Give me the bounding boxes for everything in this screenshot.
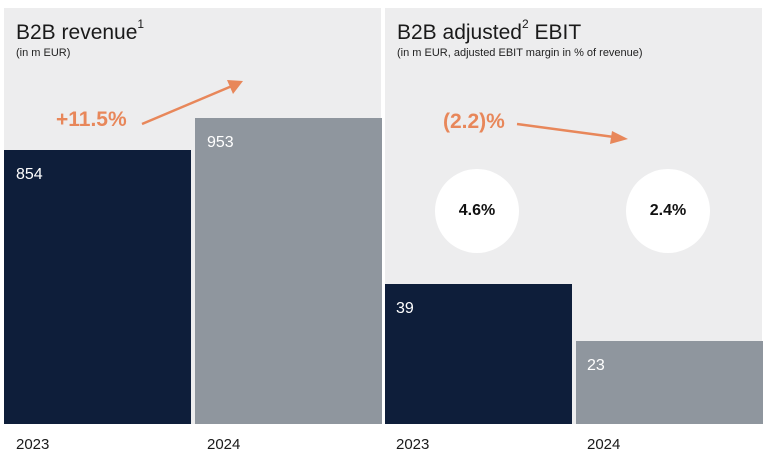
bar-revenue-2023 [4,149,191,424]
revenue-chart-title: B2B revenue1 [16,17,145,44]
data-label-ebit-2024: 23 [587,357,605,375]
bar-revenue-2024 [195,118,382,424]
data-label-revenue-2023: 854 [16,165,43,183]
bar-ebit-2023 [385,284,572,424]
x-tick-revenue-2023: 2023 [16,436,50,453]
x-tick-ebit-2023: 2023 [396,436,430,453]
revenue-title-footnote: 1 [137,17,145,31]
revenue-change-label: +11.5% [56,108,127,131]
ebit-title-footnote: 2 [521,17,529,31]
ebit-change-label: (2.2)% [443,110,505,133]
data-label-ebit-2023: 39 [396,300,414,317]
ebit-margin-2023-badge: 4.6% [435,169,519,253]
ebit-chart-subtitle: (in m EUR, adjusted EBIT margin in % of … [397,47,643,59]
x-tick-revenue-2024: 2024 [207,436,241,453]
data-label-revenue-2024: 953 [207,134,234,151]
bar-ebit-2024 [576,341,763,424]
ebit-chart-title: B2B adjusted2 EBIT [397,17,582,44]
ebit-margin-2024-badge: 2.4% [626,169,710,253]
revenue-chart-subtitle: (in m EUR) [16,47,71,59]
x-tick-ebit-2024: 2024 [587,436,621,453]
